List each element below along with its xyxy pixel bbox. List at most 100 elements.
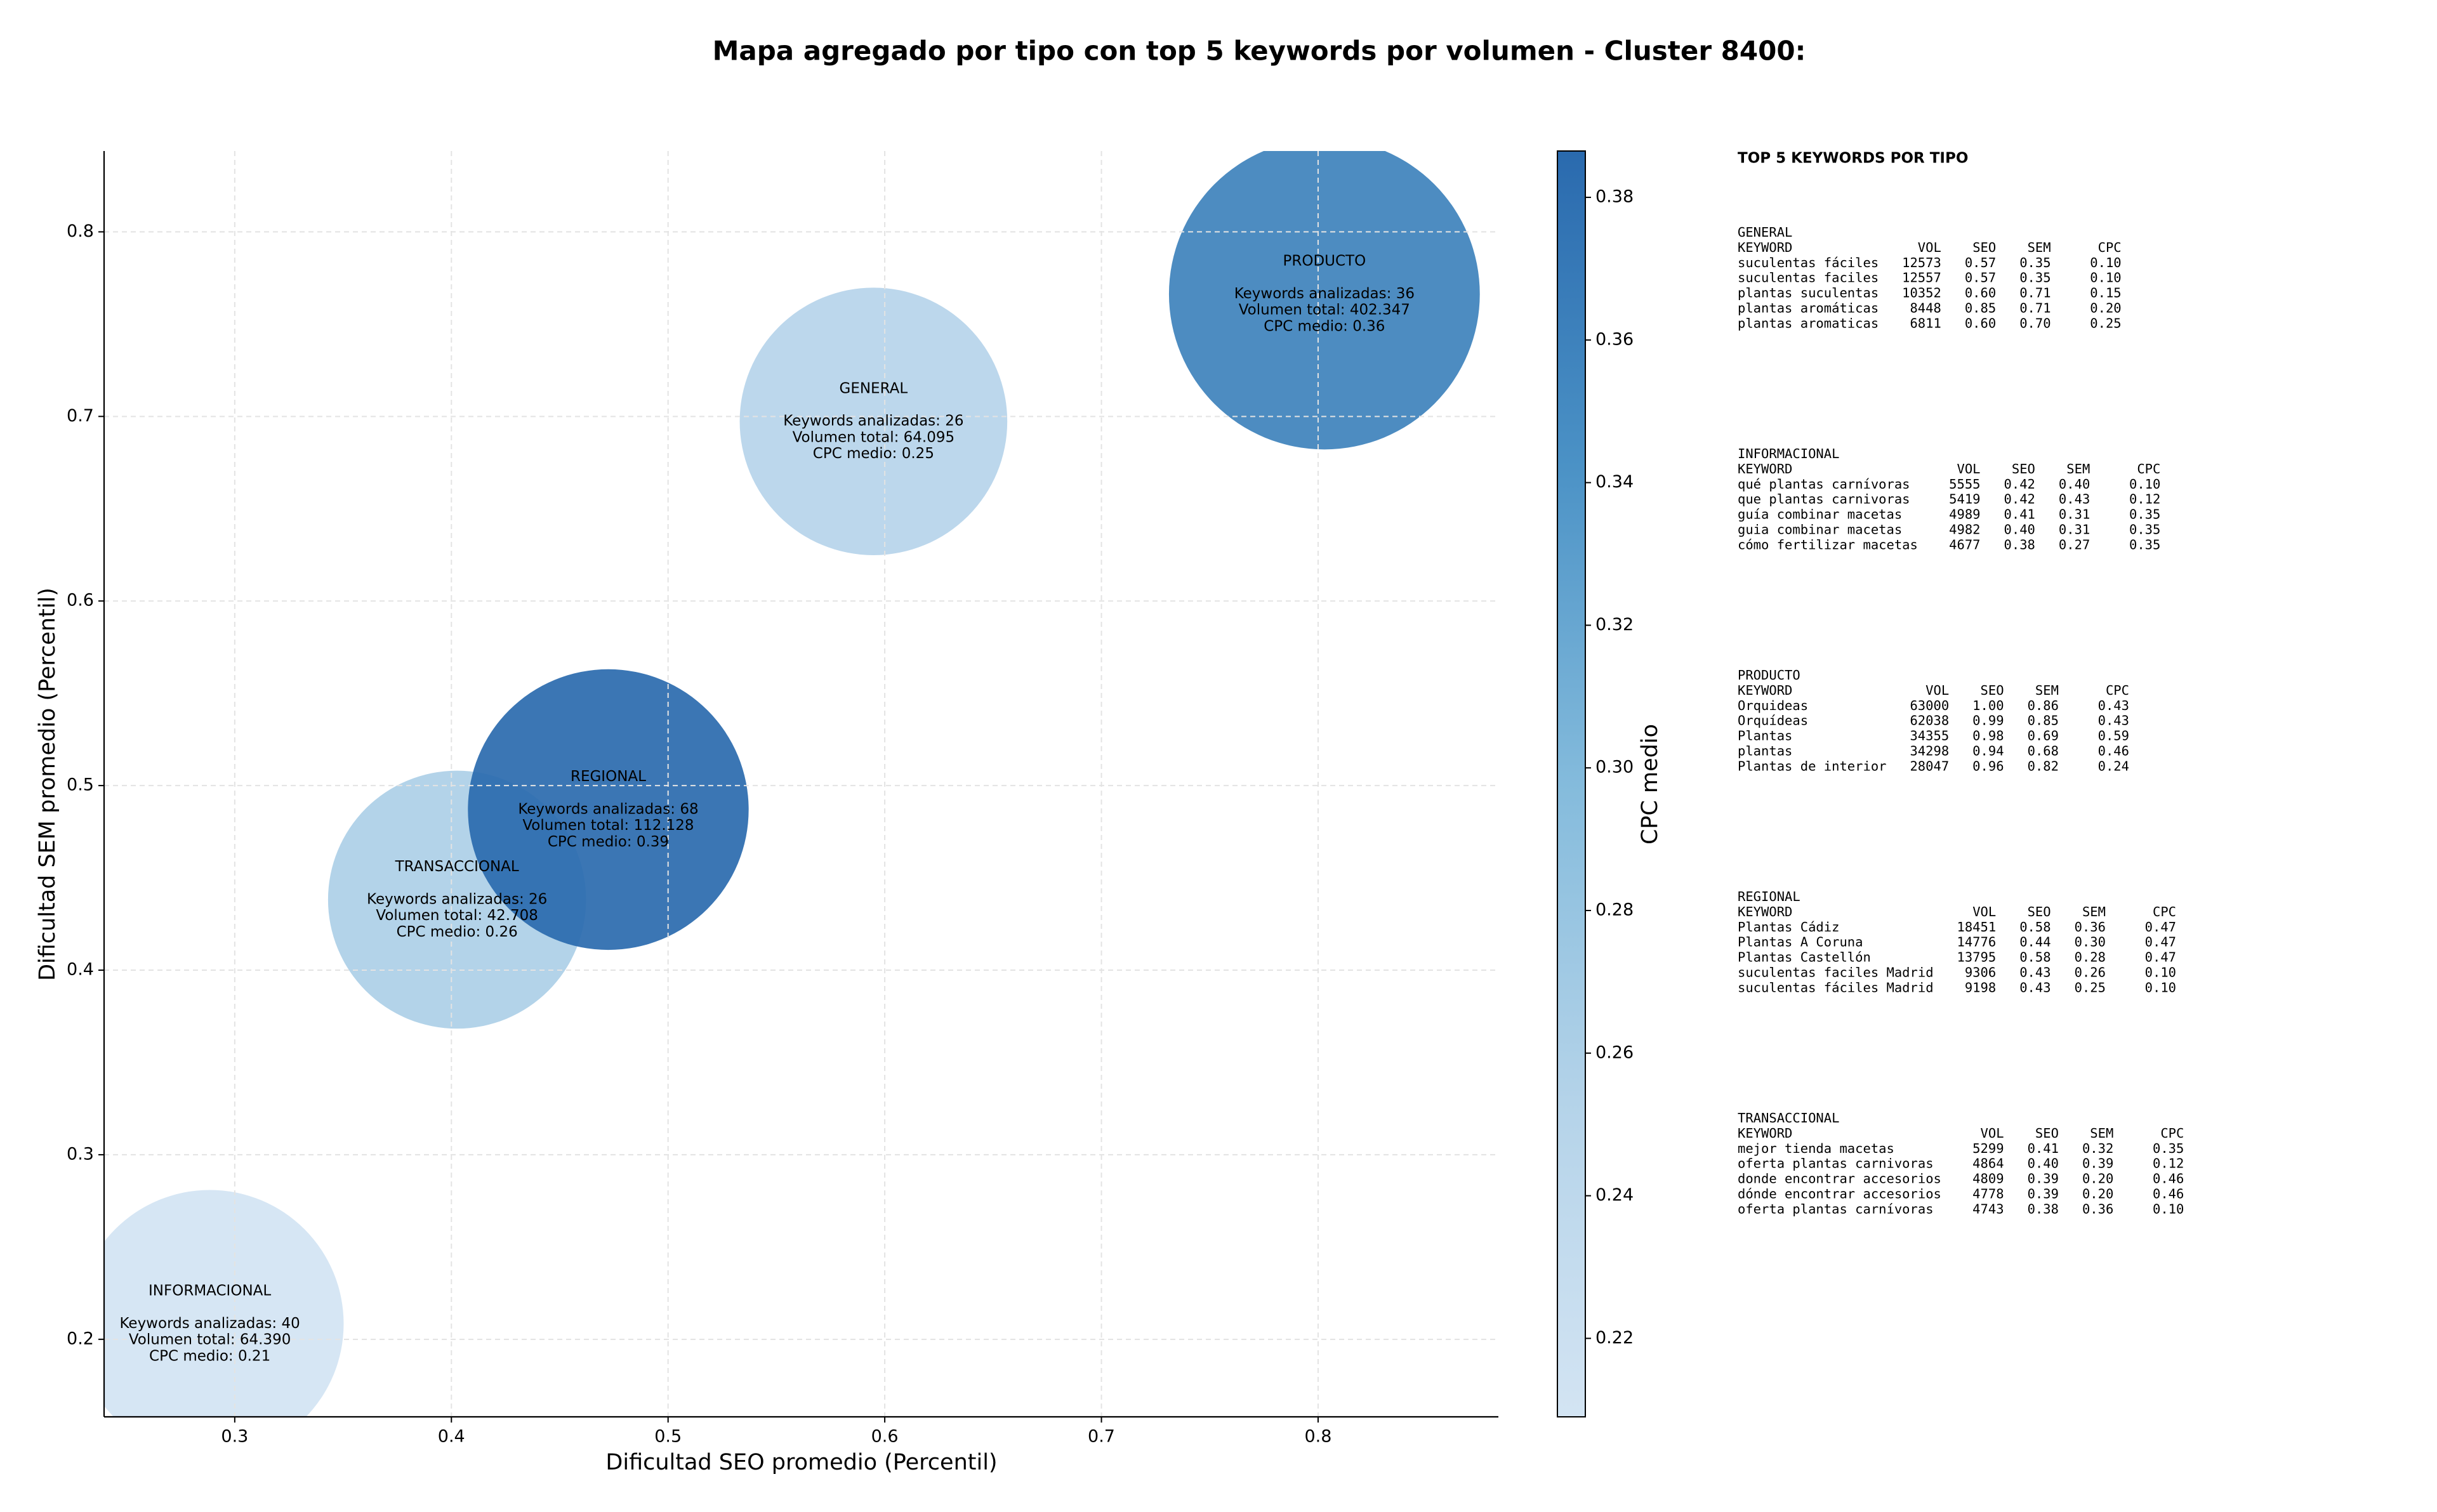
table-cell: 12557 — [1902, 270, 1941, 286]
section-title: REGIONAL — [1738, 889, 1800, 904]
plot-area — [104, 151, 1480, 1417]
table-cell: 0.70 — [2019, 315, 2051, 331]
table-cell: 0.12 — [2129, 492, 2160, 507]
bubble-name: TRANSACCIONAL — [395, 858, 519, 875]
bubble — [468, 669, 749, 950]
table-cell: 0.20 — [2082, 1187, 2113, 1202]
y-tick-label: 0.2 — [67, 1329, 94, 1348]
x-tick-label: 0.3 — [221, 1427, 248, 1447]
table-cell: 0.42 — [2004, 492, 2035, 507]
table-cell: 0.10 — [2090, 270, 2121, 286]
x-tick-label: 0.7 — [1088, 1427, 1115, 1447]
table-cell: 0.43 — [2059, 492, 2090, 507]
bubble-detail: CPC medio: 0.36 — [1264, 318, 1385, 334]
table-cell: 0.20 — [2090, 301, 2121, 316]
colorbar-tick-label: 0.30 — [1595, 758, 1634, 777]
table-cell: plantas suculentas — [1738, 286, 1879, 301]
table-header: VOL — [1957, 461, 1981, 477]
table-cell: 0.71 — [2019, 301, 2051, 316]
bubble-detail: Keywords analizadas: 26 — [367, 891, 547, 907]
table-cell: 0.59 — [2098, 728, 2129, 744]
bubble-detail: Keywords analizadas: 40 — [119, 1315, 300, 1332]
table-cell: 0.85 — [2028, 713, 2059, 728]
table-cell: 0.35 — [2019, 255, 2051, 270]
bubble-detail: CPC medio: 0.26 — [397, 924, 518, 940]
table-cell: 0.85 — [1965, 301, 1996, 316]
bubble-detail: Volumen total: 112.128 — [522, 817, 694, 834]
table-cell: suculentas fáciles — [1738, 255, 1879, 270]
table-cell: 0.36 — [2075, 919, 2106, 935]
table-cell: plantas aromaticas — [1738, 315, 1879, 331]
table-cell: suculentas faciles — [1738, 270, 1879, 286]
table-cell: Plantas Castellón — [1738, 950, 1871, 965]
table-cell: 62038 — [1910, 713, 1949, 728]
table-cell: cómo fertilizar macetas — [1738, 537, 1918, 552]
table-cell: 0.35 — [2153, 1141, 2184, 1156]
x-tick-label: 0.4 — [438, 1427, 465, 1447]
table-cell: 0.60 — [1965, 315, 1996, 331]
table-cell: 0.47 — [2145, 950, 2176, 965]
table-header: KEYWORD — [1738, 1126, 1792, 1141]
table-cell: 0.35 — [2129, 507, 2160, 522]
table-header: SEO — [2028, 904, 2051, 919]
table-header: CPC — [2098, 240, 2122, 255]
table-cell: 0.25 — [2090, 315, 2121, 331]
colorbar-tick-label: 0.38 — [1595, 187, 1634, 207]
table-cell: Plantas A Coruna — [1738, 935, 1863, 950]
table-cell: 0.39 — [2028, 1171, 2059, 1187]
table-header: SEM — [2028, 240, 2051, 255]
table-header: SEM — [2090, 1126, 2113, 1141]
table-cell: 0.30 — [2075, 935, 2106, 950]
table-cell: 9198 — [1965, 980, 1996, 995]
bubble — [739, 287, 1008, 555]
table-cell: guia combinar macetas — [1738, 522, 1902, 537]
table-header: SEO — [1972, 240, 1996, 255]
table-header: VOL — [1925, 683, 1949, 698]
bubble-detail: CPC medio: 0.39 — [548, 834, 669, 850]
table-cell: 13795 — [1957, 950, 1997, 965]
table-cell: 0.57 — [1965, 270, 1996, 286]
table-cell: 5555 — [1949, 477, 1980, 492]
colorbar-label: CPC medio — [1637, 724, 1663, 845]
table-cell: 0.39 — [2082, 1156, 2113, 1171]
table-header: SEO — [2035, 1126, 2059, 1141]
table-cell: 0.35 — [2129, 522, 2160, 537]
table-cell: 0.10 — [2153, 1201, 2184, 1216]
table-cell: 0.10 — [2090, 255, 2121, 270]
x-tick-label: 0.5 — [654, 1427, 682, 1447]
bubble-name: PRODUCTO — [1283, 253, 1366, 270]
table-cell: 0.98 — [1972, 728, 2004, 744]
bubble-detail: CPC medio: 0.25 — [813, 445, 934, 462]
section-title: TRANSACCIONAL — [1738, 1110, 1839, 1126]
y-tick-label: 0.5 — [67, 775, 94, 795]
table-header: SEM — [2082, 904, 2106, 919]
table-cell: Plantas Cádiz — [1738, 919, 1839, 935]
table-header: VOL — [1981, 1126, 2004, 1141]
table-cell: 0.25 — [2075, 980, 2106, 995]
y-tick-label: 0.3 — [67, 1144, 94, 1164]
table-header: KEYWORD — [1738, 461, 1792, 477]
table-cell: 0.28 — [2075, 950, 2106, 965]
bubble-detail: Keywords analizadas: 68 — [518, 801, 698, 817]
bubble-detail: Volumen total: 42.708 — [376, 907, 538, 924]
table-header: CPC — [2160, 1126, 2184, 1141]
table-header: SEO — [1981, 683, 2004, 698]
colorbar-tick-label: 0.26 — [1595, 1042, 1634, 1062]
table-cell: donde encontrar accesorios — [1738, 1171, 1941, 1187]
table-cell: 6811 — [1910, 315, 1941, 331]
table-cell: 0.47 — [2145, 935, 2176, 950]
bubble-detail: Volumen total: 64.390 — [129, 1332, 291, 1348]
y-axis-label: Dificultad SEM promedio (Percentil) — [35, 588, 60, 981]
table-cell: 8448 — [1910, 301, 1941, 316]
table-cell: 9306 — [1965, 965, 1996, 980]
table-cell: 0.58 — [2019, 919, 2051, 935]
table-cell: 34355 — [1910, 728, 1949, 744]
x-tick-label: 0.6 — [871, 1427, 899, 1447]
table-cell: qué plantas carnívoras — [1738, 477, 1910, 492]
section-title: PRODUCTO — [1738, 667, 1800, 683]
table-header: SEO — [2012, 461, 2035, 477]
table-cell: 0.35 — [2129, 537, 2160, 552]
bubble-detail: Keywords analizadas: 26 — [783, 413, 963, 430]
bubble-name: REGIONAL — [571, 768, 646, 785]
